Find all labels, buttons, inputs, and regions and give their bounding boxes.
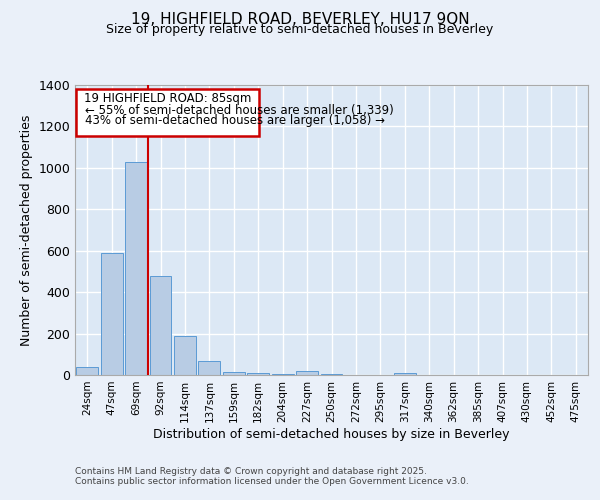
Bar: [247, 373, 269, 375]
X-axis label: Distribution of semi-detached houses by size in Beverley: Distribution of semi-detached houses by …: [153, 428, 510, 440]
Text: 19 HIGHFIELD ROAD: 85sqm: 19 HIGHFIELD ROAD: 85sqm: [84, 92, 251, 104]
FancyBboxPatch shape: [76, 89, 259, 136]
Text: 43% of semi-detached houses are larger (1,058) →: 43% of semi-detached houses are larger (…: [85, 114, 385, 128]
Text: Contains HM Land Registry data © Crown copyright and database right 2025.: Contains HM Land Registry data © Crown c…: [75, 467, 427, 476]
Bar: [101, 253, 122, 375]
Bar: [272, 374, 293, 375]
Y-axis label: Number of semi-detached properties: Number of semi-detached properties: [20, 114, 33, 346]
Bar: [76, 366, 98, 375]
Text: Contains public sector information licensed under the Open Government Licence v3: Contains public sector information licen…: [75, 477, 469, 486]
Bar: [174, 336, 196, 375]
Bar: [296, 371, 318, 375]
Bar: [320, 374, 343, 375]
Bar: [149, 276, 172, 375]
Bar: [125, 162, 147, 375]
Text: ← 55% of semi-detached houses are smaller (1,339): ← 55% of semi-detached houses are smalle…: [85, 104, 394, 117]
Bar: [223, 372, 245, 375]
Bar: [199, 360, 220, 375]
Text: 19, HIGHFIELD ROAD, BEVERLEY, HU17 9QN: 19, HIGHFIELD ROAD, BEVERLEY, HU17 9QN: [131, 12, 469, 28]
Text: Size of property relative to semi-detached houses in Beverley: Size of property relative to semi-detach…: [106, 24, 494, 36]
Bar: [394, 373, 416, 375]
